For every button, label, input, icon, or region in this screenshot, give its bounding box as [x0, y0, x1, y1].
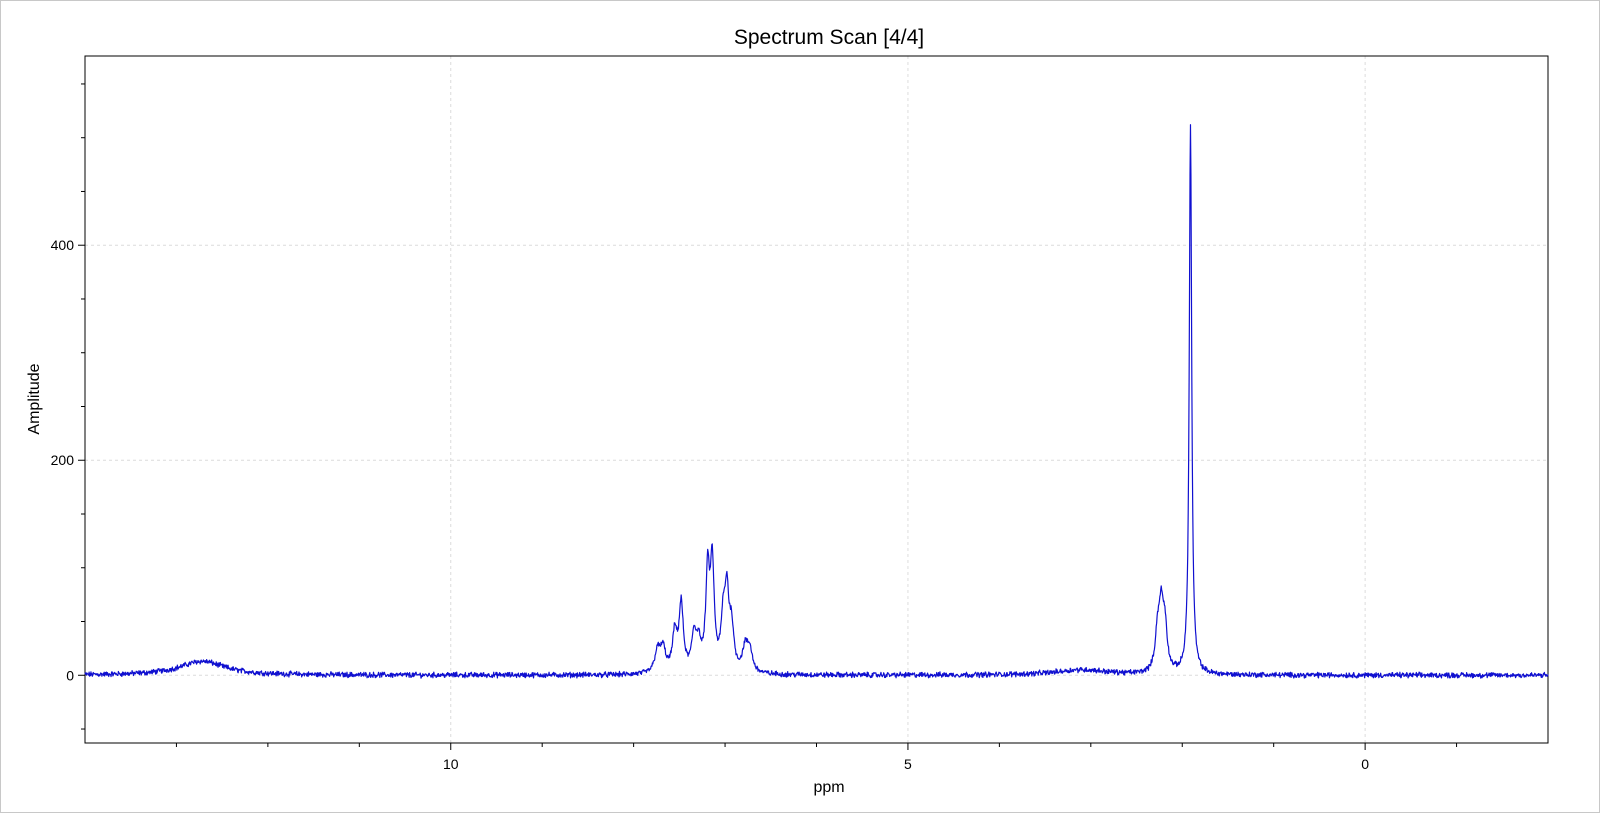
- x-tick-label: 10: [443, 756, 459, 772]
- x-axis-label: ppm: [813, 779, 844, 796]
- y-tick-label: 0: [66, 667, 74, 683]
- chart-title: Spectrum Scan [4/4]: [734, 26, 924, 49]
- y-axis-label: Amplitude: [26, 363, 43, 434]
- y-tick-label: 400: [51, 237, 75, 253]
- grid-lines: [85, 56, 1548, 743]
- spectrum-line: [84, 124, 1549, 679]
- x-tick-label: 5: [904, 756, 912, 772]
- series-layer: [84, 124, 1549, 679]
- x-tick-label: 0: [1361, 756, 1369, 772]
- axes: 10 5 0 0 200 400: [51, 83, 1458, 772]
- y-tick-label: 200: [51, 452, 75, 468]
- plot-area-border: [84, 55, 1549, 744]
